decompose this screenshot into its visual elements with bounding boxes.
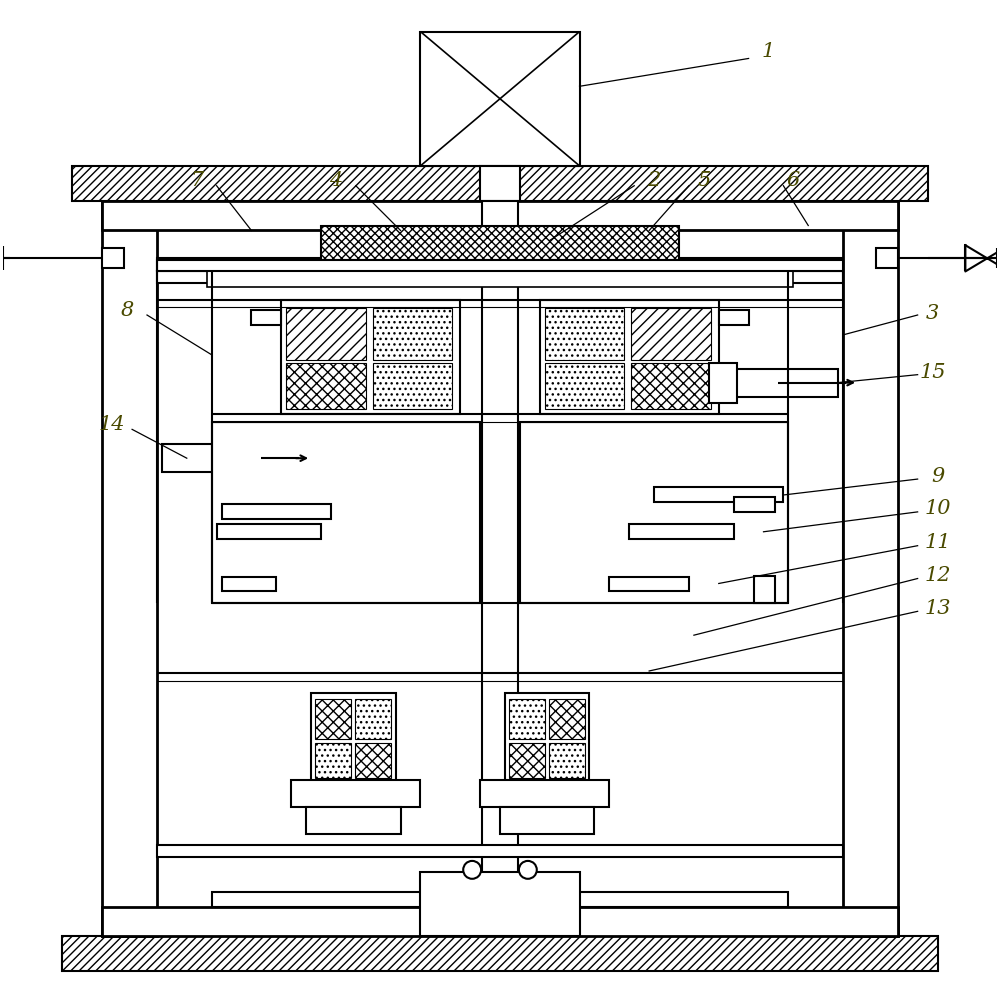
Bar: [283, 438, 311, 478]
Bar: [654, 487, 783, 502]
Text: 14: 14: [99, 415, 125, 434]
Bar: [631, 363, 711, 409]
Bar: [373, 308, 452, 360]
Text: 9: 9: [931, 466, 944, 485]
Bar: [373, 363, 452, 409]
Bar: [355, 743, 391, 778]
Bar: [222, 504, 331, 519]
Bar: [734, 497, 775, 512]
Bar: [212, 892, 788, 906]
Bar: [315, 743, 351, 778]
Bar: [709, 363, 737, 402]
Text: 13: 13: [924, 599, 951, 618]
Bar: [719, 310, 749, 325]
Text: 10: 10: [924, 500, 951, 519]
Bar: [549, 743, 585, 778]
Bar: [545, 363, 624, 409]
Bar: [480, 166, 520, 201]
Bar: [520, 422, 788, 603]
Bar: [714, 369, 838, 397]
Text: 3: 3: [926, 303, 939, 323]
Bar: [102, 201, 898, 230]
Text: 15: 15: [919, 363, 946, 382]
Circle shape: [463, 861, 481, 879]
Bar: [62, 937, 938, 971]
Bar: [207, 266, 793, 287]
Bar: [251, 310, 281, 325]
Bar: [291, 780, 420, 807]
Bar: [212, 422, 480, 603]
Bar: [286, 363, 366, 409]
Bar: [549, 699, 585, 739]
Bar: [500, 807, 594, 834]
Bar: [157, 845, 843, 857]
Bar: [843, 201, 898, 937]
Text: 11: 11: [924, 533, 951, 552]
Bar: [157, 272, 843, 283]
Bar: [306, 807, 401, 834]
Bar: [629, 523, 734, 538]
Bar: [505, 693, 589, 782]
Bar: [311, 693, 396, 782]
Bar: [509, 699, 545, 739]
Bar: [72, 166, 928, 201]
Bar: [355, 699, 391, 739]
Bar: [222, 577, 276, 591]
Bar: [102, 906, 898, 937]
Bar: [420, 872, 580, 937]
Bar: [509, 743, 545, 778]
Text: 1: 1: [762, 42, 775, 61]
Bar: [609, 577, 689, 591]
Bar: [482, 201, 518, 892]
Bar: [754, 576, 775, 603]
Bar: [102, 201, 157, 937]
Text: 4: 4: [329, 171, 343, 190]
Bar: [162, 444, 286, 472]
Text: 12: 12: [924, 566, 951, 585]
Bar: [321, 225, 679, 261]
Bar: [217, 523, 321, 538]
Bar: [540, 300, 719, 414]
Circle shape: [519, 861, 537, 879]
Bar: [157, 261, 843, 272]
Bar: [876, 248, 898, 269]
Text: 7: 7: [190, 171, 203, 190]
Bar: [315, 699, 351, 739]
Bar: [480, 780, 609, 807]
Bar: [286, 308, 366, 360]
Text: 6: 6: [787, 171, 800, 190]
Bar: [281, 300, 460, 414]
Bar: [157, 259, 843, 271]
Text: 2: 2: [647, 171, 661, 190]
Text: 5: 5: [697, 171, 710, 190]
Bar: [420, 31, 580, 166]
Bar: [545, 308, 624, 360]
Text: 8: 8: [120, 300, 134, 320]
Bar: [631, 308, 711, 360]
Bar: [102, 248, 124, 269]
